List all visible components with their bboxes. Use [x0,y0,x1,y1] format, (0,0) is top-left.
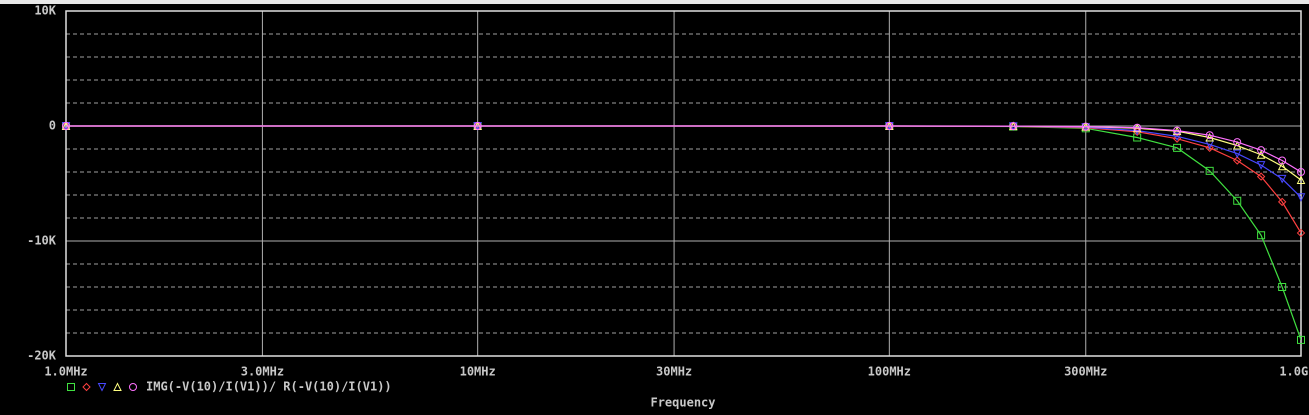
marker [1172,132,1182,141]
x-tick-label: 30MHz [656,365,692,379]
x-axis-label: Frequency [650,396,715,410]
marker [1173,143,1182,152]
marker [62,122,70,130]
marker [97,383,107,392]
marker [1081,122,1090,131]
marker [1278,283,1287,291]
x-tick-label: 1.0GHz [1279,365,1309,379]
marker [1009,122,1018,131]
marker [1277,197,1287,207]
marker [1256,161,1266,170]
marker [1296,175,1306,185]
marker [473,122,482,130]
marker [1205,132,1214,142]
marker [1277,174,1287,184]
marker [1233,138,1242,147]
marker [1277,161,1287,171]
x-tick-label: 300MHz [1064,365,1107,379]
marker [1173,126,1182,135]
marker [1256,150,1266,159]
window-edge [0,0,1309,4]
marker [67,383,75,391]
marker [82,382,91,392]
marker [1297,168,1305,176]
marker [1257,146,1266,155]
marker [1297,335,1305,344]
y-tick-label: 10K [34,4,56,18]
marker [113,382,122,391]
marker [129,383,137,391]
marker [1233,156,1242,165]
marker [1233,196,1242,205]
marker [885,122,894,130]
marker [1278,156,1287,165]
marker [1205,131,1214,140]
marker [1257,231,1266,240]
legend-label: IMG(-V(10)/I(V1))/ R(-V(10)/I(V1)) [146,380,392,394]
marker [1205,143,1214,153]
marker [1296,228,1306,238]
y-tick-label: -20K [27,349,57,363]
x-tick-label: 3.0MHz [241,365,284,379]
x-tick-label: 1.0MHz [44,365,87,379]
x-tick-label: 10MHz [460,365,496,379]
y-tick-label: -10K [27,234,57,248]
marker [1205,166,1214,175]
marker [1133,123,1142,132]
x-tick-label: 100MHz [868,365,911,379]
marker [1232,149,1242,159]
marker [1296,193,1306,202]
y-tick-label: 0 [49,119,56,133]
marker [1256,172,1266,181]
